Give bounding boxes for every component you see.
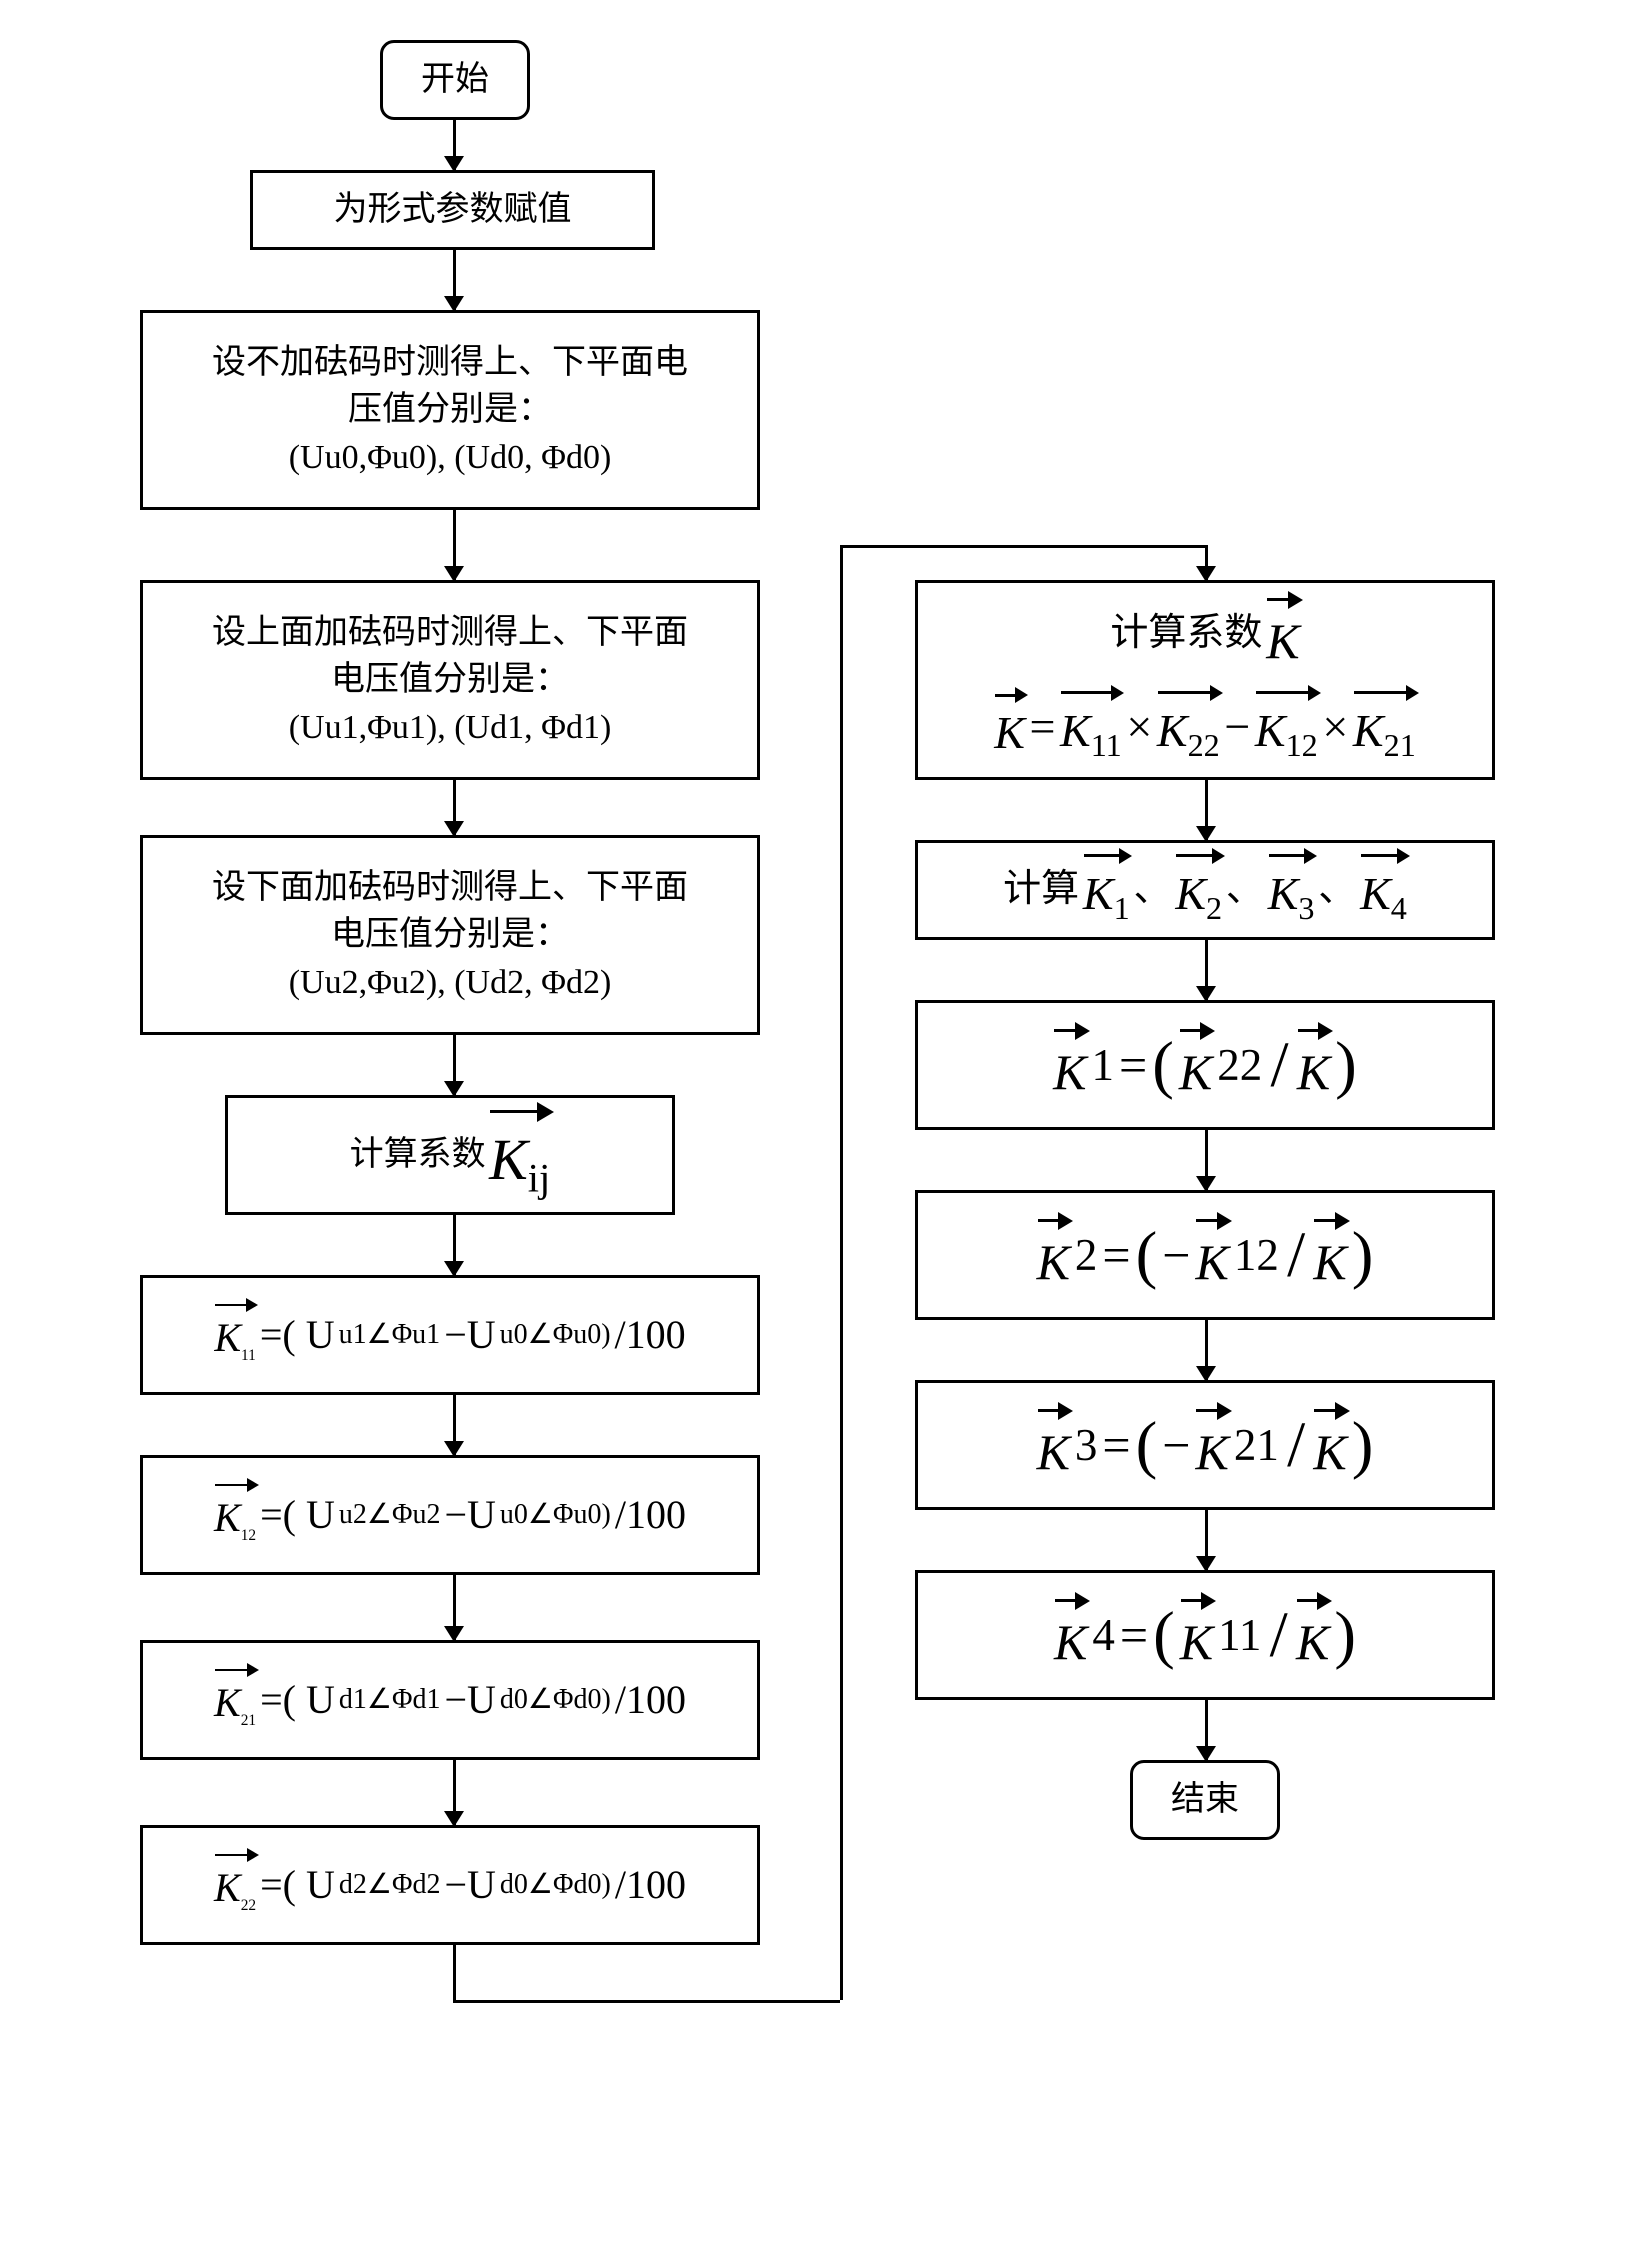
node-k22: K22=( Ud2∠Φd2−Ud0∠Φd0)/100 (140, 1825, 760, 1945)
arrow-10 (1205, 940, 1208, 1000)
node-kij: 计算系数Kij (225, 1095, 675, 1215)
node-k1234: 计算K1、K2、K3、K4 (915, 840, 1495, 940)
arrow-1 (453, 250, 456, 310)
arrow-3 (453, 780, 456, 835)
arrow-13 (1205, 1510, 1208, 1570)
node-start: 开始 (380, 40, 530, 120)
node-s0: 设不加砝码时测得上、下平面电压值分别是：(Uu0,Φu0), (Ud0, Φd0… (140, 310, 760, 510)
arrow-11 (1205, 1130, 1208, 1190)
node-k12: K12=( Uu2∠Φu2−Uu0∠Φu0)/100 (140, 1455, 760, 1575)
arrow-12 (1205, 1320, 1208, 1380)
node-k21: K21=( Ud1∠Φd1−Ud0∠Φd0)/100 (140, 1640, 760, 1760)
node-kvec: 计算系数 KK = K11×K22−K12×K21 (915, 580, 1495, 780)
node-end: 结束 (1130, 1760, 1280, 1840)
node-eK4: K4 = (K11/K) (915, 1570, 1495, 1700)
arrow-2 (453, 510, 456, 580)
arrow-14 (1205, 1700, 1208, 1760)
arrow-5 (453, 1215, 456, 1275)
arrow-9 (1205, 780, 1208, 840)
arrow-4 (453, 1035, 456, 1095)
arrow-6 (453, 1395, 456, 1455)
node-s1: 设上面加砝码时测得上、下平面电压值分别是：(Uu1,Φu1), (Ud1, Φd… (140, 580, 760, 780)
connector-into-kvec (1205, 545, 1208, 580)
node-eK1: K1 = (K22/K) (915, 1000, 1495, 1130)
arrow-0 (453, 120, 456, 170)
node-assign: 为形式参数赋值 (250, 170, 655, 250)
node-eK3: K3 = (−K21/K) (915, 1380, 1495, 1510)
arrow-7 (453, 1575, 456, 1640)
node-s2: 设下面加砝码时测得上、下平面电压值分别是：(Uu2,Φu2), (Ud2, Φd… (140, 835, 760, 1035)
arrow-8 (453, 1760, 456, 1825)
node-eK2: K2 = (−K12/K) (915, 1190, 1495, 1320)
node-k11: K11=( Uu1∠Φu1−Uu0∠Φu0)/100 (140, 1275, 760, 1395)
